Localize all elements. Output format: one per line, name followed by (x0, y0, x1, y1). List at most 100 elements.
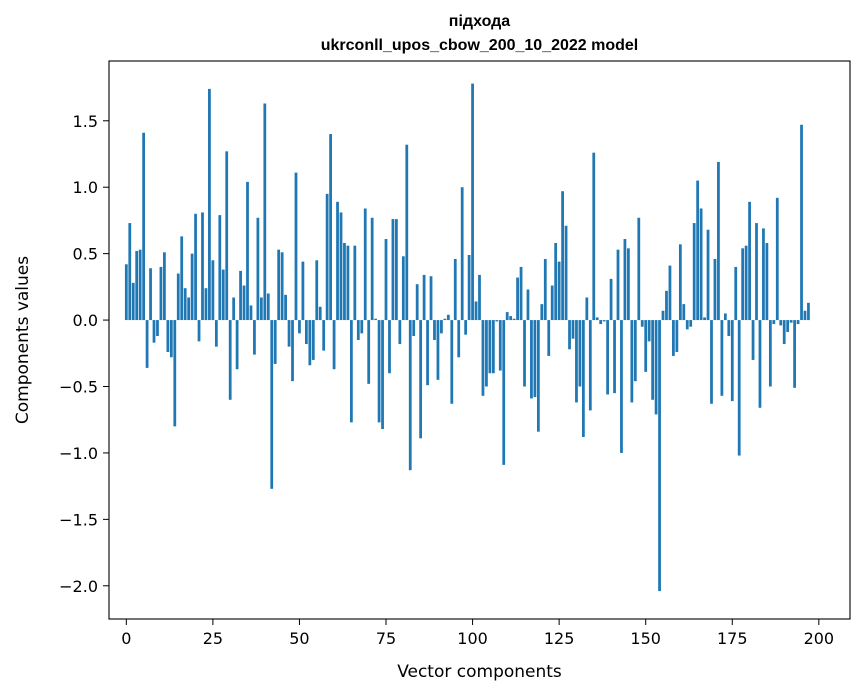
bar-159 (675, 320, 679, 352)
bar-89 (433, 320, 436, 340)
bar-110 (505, 312, 509, 321)
bar-150 (644, 320, 648, 372)
bar-39 (259, 297, 263, 321)
bar-25 (211, 260, 215, 321)
bar-181 (751, 320, 755, 360)
bar-124 (554, 243, 558, 321)
bar-146 (630, 320, 634, 403)
bar-192 (789, 320, 793, 323)
bar-0 (124, 264, 128, 321)
bar-15 (176, 273, 180, 321)
bar-175 (730, 320, 734, 402)
bar-55 (315, 260, 319, 321)
bar-16 (180, 236, 184, 321)
bar-31 (232, 297, 236, 321)
bar-170 (713, 258, 717, 321)
bar-196 (803, 310, 807, 321)
bar-177 (737, 320, 741, 456)
bar-137 (599, 320, 603, 325)
bar-8 (152, 320, 156, 343)
bar-156 (665, 290, 668, 321)
bar-195 (800, 124, 803, 321)
bar-128 (568, 320, 571, 350)
bar-97 (460, 187, 464, 321)
bar-160 (678, 244, 682, 321)
bar-172 (720, 320, 724, 396)
bar-164 (692, 223, 696, 321)
x-tick-label: 200 (804, 629, 835, 648)
bar-169 (710, 320, 713, 404)
y-tick-label: −1.0 (59, 444, 98, 463)
bar-141 (613, 320, 616, 394)
bars-group (124, 83, 810, 592)
bar-37 (253, 320, 256, 355)
bar-49 (294, 172, 298, 321)
bar-36 (249, 305, 253, 321)
bar-187 (772, 320, 776, 325)
x-tick-label: 175 (717, 629, 748, 648)
bar-70 (367, 320, 371, 384)
bar-27 (218, 215, 222, 321)
bar-168 (706, 229, 710, 321)
x-tick-label: 75 (376, 629, 396, 648)
bar-84 (415, 284, 419, 321)
bar-34 (242, 285, 246, 321)
bar-35 (246, 181, 249, 321)
bar-9 (156, 320, 159, 337)
bar-41 (266, 293, 270, 321)
bar-48 (291, 320, 294, 382)
bar-63 (343, 243, 346, 321)
y-tick-label: 1.5 (73, 112, 98, 131)
bar-130 (575, 320, 578, 403)
bar-52 (304, 320, 308, 344)
bar-62 (339, 212, 343, 321)
bar-102 (478, 274, 481, 321)
bar-46 (284, 294, 287, 321)
bar-125 (557, 261, 561, 321)
bar-4 (138, 249, 142, 321)
bar-108 (498, 320, 502, 371)
bar-154 (658, 320, 661, 592)
bar-91 (440, 320, 443, 334)
y-tick-label: −0.5 (59, 378, 98, 397)
bar-74 (381, 320, 384, 430)
bar-12 (166, 320, 170, 352)
bar-96 (457, 320, 461, 358)
bar-132 (581, 320, 585, 437)
bar-120 (540, 304, 544, 321)
bar-112 (512, 318, 516, 321)
bar-122 (547, 320, 551, 356)
bar-119 (536, 320, 540, 432)
bar-2 (131, 282, 135, 321)
bar-24 (208, 88, 211, 321)
bar-28 (221, 269, 225, 321)
bar-179 (744, 245, 748, 321)
bar-109 (502, 320, 506, 465)
bar-162 (685, 320, 689, 330)
bar-85 (419, 320, 423, 439)
bar-171 (717, 161, 720, 321)
x-tick-label: 0 (121, 629, 131, 648)
bar-114 (519, 266, 523, 321)
bar-142 (616, 249, 620, 321)
bar-67 (356, 320, 360, 340)
bar-17 (183, 288, 187, 321)
bar-45 (280, 252, 284, 321)
bar-61 (336, 201, 339, 321)
bar-149 (640, 320, 644, 327)
bar-65 (350, 320, 353, 423)
bar-131 (578, 320, 582, 387)
bar-151 (647, 320, 651, 342)
bar-106 (491, 320, 495, 374)
bar-117 (530, 320, 533, 399)
bar-77 (391, 219, 395, 321)
chart-subtitle: ukrconll_upos_cbow_200_10_2022 model (321, 37, 638, 54)
bar-139 (606, 320, 609, 395)
bar-13 (169, 320, 173, 358)
bar-94 (450, 320, 454, 404)
bar-72 (374, 318, 378, 321)
bar-44 (277, 249, 281, 321)
chart-title: підхода (449, 13, 510, 30)
bar-60 (332, 320, 336, 370)
